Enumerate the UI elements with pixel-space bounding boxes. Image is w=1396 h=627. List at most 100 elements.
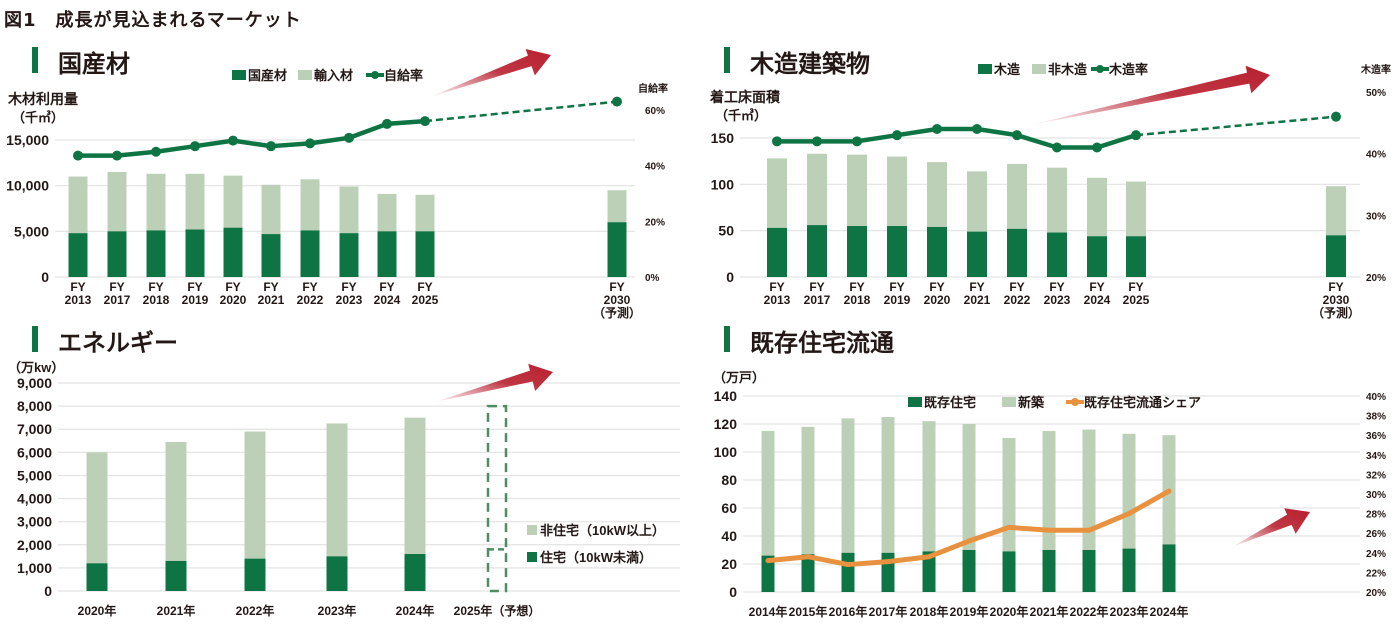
mokuzou-xtick-label: FY [929,280,944,294]
kokusanzai-legend-swatch [298,70,312,80]
energy-forecast-bar-outline [486,404,508,593]
kizon-bar-新築 [761,431,775,556]
mokuzou-line-marker [852,136,862,147]
kokusanzai-xtick-label: 2022 [297,293,324,307]
mokuzou-bar-非木造 [887,156,907,227]
kokusanzai-y2tick-label: 20% [645,217,665,228]
kokusanzai-bar-国産材 [415,231,435,277]
kizon-line-marker [966,538,972,544]
mokuzou-ytick-label: 150 [711,130,735,146]
kizon-ytick-label: 0 [729,584,737,600]
mokuzou-xtick-label: FY [1128,280,1143,294]
kokusanzai-xtick-label: 2024 [374,293,401,307]
mokuzou-xtick-label: 2013 [764,293,791,307]
kokusanzai-y-axis-title: 木材利用量 [7,91,78,107]
kokusanzai-xtick-label: FY [379,280,394,294]
mokuzou-bar-木造 [1087,236,1107,277]
kizon-y2tick-label: 28% [1366,510,1386,521]
mokuzou-legend-label: 木造 [993,62,1021,77]
mokuzou-legend-label: 非木造 [1048,62,1088,77]
kokusanzai-xtick-label: 2021 [258,293,285,307]
kizon-legend-marker [1071,398,1079,406]
kokusanzai-xtick-label: 2025 [412,293,439,307]
kizon-bar-新築 [1122,433,1136,549]
kizon-line-marker [845,562,851,568]
kizon-bar-新築 [1002,438,1016,552]
kokusanzai-bar-国産材 [377,231,397,277]
kokusanzai-line-marker [151,146,161,157]
mokuzou-bar-非木造 [1007,163,1027,229]
mokuzou-bar-木造 [927,226,947,277]
kokusanzai-xtick-label: FY [263,280,278,294]
energy-bar-非住宅（10kW以上） [404,417,426,555]
mokuzou-legend-marker [1096,65,1104,73]
mokuzou-xtick-label: 2025 [1123,293,1150,307]
kokusanzai-xtick-label: FY [609,280,624,294]
kokusanzai-line-marker [112,150,122,161]
kizon-line-marker [1086,527,1092,533]
energy-bar-住宅（10kW未満） [244,558,266,591]
kokusanzai-line-自給率 [78,118,426,158]
mokuzou-xtick-label: FY [969,280,984,294]
energy-xtick-label: 2020年 [78,603,117,618]
kizon-bar-新築 [1082,429,1096,550]
kizon-xtick-label: 2020年 [990,604,1029,619]
mokuzou-ytick-label: 0 [726,269,734,285]
mokuzou-bar-非木造 [1047,167,1067,233]
kizon-y2tick-label: 24% [1366,549,1386,560]
kizon-y2tick-label: 38% [1366,412,1386,423]
kokusanzai-xtick-label: FY [341,280,356,294]
mokuzou-bar-木造 [847,226,867,277]
kokusanzai-xtick-label: FY [187,280,202,294]
mokuzou-xtick-label: 2017 [804,293,831,307]
kizon-ytick-label: 60 [721,500,737,516]
energy-bar-非住宅（10kW以上） [244,431,266,559]
mokuzou-xtick-label: 2024 [1084,293,1111,307]
mokuzou-y2tick-label: 30% [1366,211,1386,222]
kizon-xtick-label: 2023年 [1110,604,1149,619]
energy-xtick-label: 2024年 [396,603,435,618]
kizon-xtick-label: 2017年 [869,604,908,619]
kokusanzai-ytick-label: 0 [41,269,49,285]
kizon-xtick-label: 2019年 [950,604,989,619]
mokuzou-bar-非木造 [767,158,787,228]
energy-ytick-label: 4,000 [17,491,52,507]
kizon-bar-新築 [841,418,855,553]
kokusanzai-ytick-label: 10,000 [6,178,49,194]
kizon-bar-既存住宅 [1002,551,1016,592]
figure-title: 図1 成長が見込まれるマーケット [4,10,302,31]
kokusanzai-xtick-label: 2023 [336,293,363,307]
kokusanzai-xtick-label: FY [148,280,163,294]
kokusanzai-xtick-label: 2020 [220,293,247,307]
kokusanzai-line-marker [612,96,622,107]
kokusanzai-bar-輸入材 [300,179,320,231]
energy-bar-非住宅（10kW以上） [165,441,187,561]
mokuzou-forecast-line [1135,115,1337,137]
kokusanzai-xtick-label: 2019 [182,293,209,307]
kizon-legend-label: 既存住宅 [924,395,976,410]
kokusanzai-bar-国産材 [261,234,281,277]
kizon-xtick-label: 2016年 [829,604,868,619]
kizon-ytick-label: 140 [714,388,738,404]
kokusanzai-bar-輸入材 [415,194,435,232]
mokuzou-xtick-label: 2018 [844,293,871,307]
kokusanzai-xtick-label: FY [225,280,240,294]
mokuzou-bar-木造 [1126,236,1146,277]
kokusanzai-bar-輸入材 [185,173,205,230]
kizon-xtick-label: 2021年 [1030,604,1069,619]
kizon-xtick-label: 2014年 [749,604,788,619]
mokuzou-xtick-label: FY [1009,280,1024,294]
kizon-y-axis-unit: （万戸） [713,370,765,385]
mokuzou-xtick-label: FY [849,280,864,294]
energy-legend-label: 住宅（10kW未満） [540,550,652,565]
mokuzou-line-marker [1052,142,1062,153]
mokuzou-line-marker [772,136,782,147]
kokusanzai-bar-輸入材 [377,193,397,232]
kokusanzai-xtick-label: FY [302,280,317,294]
kokusanzai-y2tick-label: 0% [645,273,660,284]
mokuzou-y-axis-unit: （千㎥） [715,108,767,123]
mokuzou-xtick-label: 2030 [1323,293,1350,307]
kizon-bar-既存住宅 [1042,550,1056,592]
kizon-y2tick-label: 20% [1366,588,1386,599]
kizon-legend-label: 新築 [1018,395,1045,410]
